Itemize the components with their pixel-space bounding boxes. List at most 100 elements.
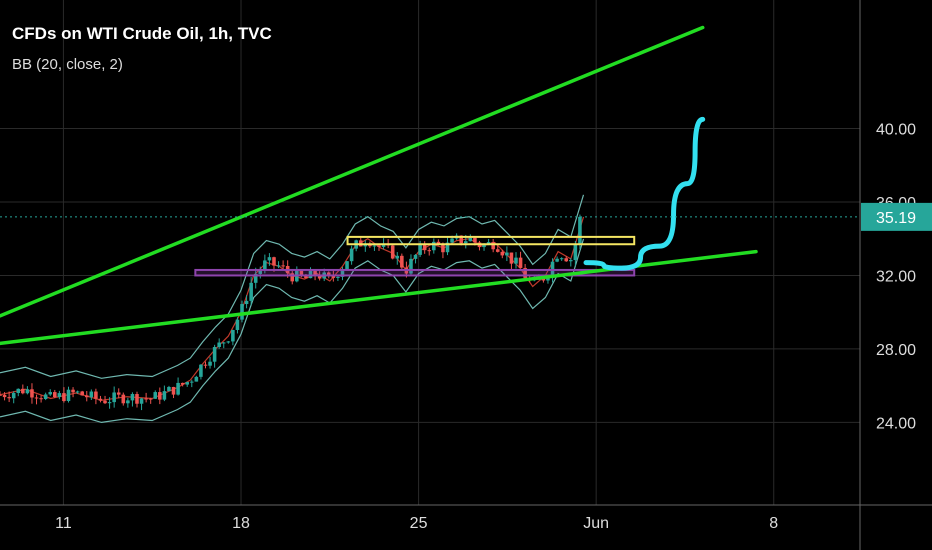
candle: [240, 304, 244, 320]
candle: [450, 238, 454, 243]
candle: [313, 270, 317, 276]
x-tick-label: 25: [410, 515, 428, 532]
candle: [203, 364, 208, 366]
candle: [98, 398, 103, 401]
candle: [336, 276, 340, 278]
projection-curve[interactable]: [583, 116, 706, 271]
candle: [331, 276, 336, 278]
candle: [208, 361, 212, 366]
candle: [518, 257, 523, 268]
candle: [25, 389, 30, 394]
candle: [317, 275, 322, 279]
candle: [500, 251, 505, 256]
candle: [523, 267, 527, 278]
candle: [158, 392, 162, 400]
candle: [267, 257, 272, 261]
lower-trendline[interactable]: [0, 249, 758, 346]
candle: [176, 382, 180, 395]
candle: [413, 254, 418, 259]
candle: [308, 270, 313, 279]
candle: [463, 241, 468, 244]
candle: [16, 388, 21, 393]
candle: [148, 398, 153, 400]
candle: [418, 244, 422, 255]
candle: [377, 245, 381, 247]
candle: [94, 391, 98, 399]
candle: [167, 386, 171, 392]
candle: [89, 391, 94, 398]
chart-title: CFDs on WTI Crude Oil, 1h, TVC: [12, 24, 272, 43]
candle: [116, 392, 121, 395]
candle: [21, 388, 25, 394]
candle: [263, 260, 267, 270]
candle: [276, 265, 281, 267]
support-zone[interactable]: [194, 268, 636, 277]
candle: [190, 381, 194, 383]
candle: [53, 392, 57, 398]
candle: [564, 258, 569, 262]
candle: [281, 265, 285, 267]
candle: [103, 400, 107, 404]
candle: [390, 245, 395, 259]
candle: [400, 255, 404, 268]
candle: [107, 402, 112, 404]
candle: [363, 244, 368, 247]
candle: [30, 389, 34, 398]
bb-lower-band: [0, 238, 585, 424]
candle: [509, 252, 514, 264]
candle: [473, 237, 477, 243]
candle: [491, 242, 495, 250]
candle: [62, 393, 66, 402]
candle: [482, 244, 486, 248]
candle: [139, 398, 144, 404]
candle: [290, 273, 295, 282]
candle: [2, 394, 7, 398]
candle: [249, 282, 253, 301]
indicator-label[interactable]: BB (20, close, 2): [12, 56, 123, 73]
candle: [573, 244, 578, 261]
candle: [258, 269, 263, 274]
candle: [304, 275, 308, 279]
candle: [180, 382, 185, 385]
upper-trendline[interactable]: [0, 25, 705, 318]
candle: [505, 252, 509, 256]
candle: [11, 392, 16, 399]
y-tick-label: 32.00: [876, 268, 916, 285]
candle: [153, 392, 158, 399]
candle: [144, 398, 148, 400]
candle: [345, 261, 349, 270]
resistance-zone[interactable]: [346, 235, 636, 246]
candle: [39, 398, 43, 400]
last-price-label: 35.19: [876, 210, 916, 227]
candle: [555, 258, 559, 262]
candle: [569, 260, 573, 262]
candle: [130, 394, 135, 401]
candle: [432, 241, 436, 251]
candle: [48, 392, 53, 395]
candle: [80, 391, 84, 396]
candle: [272, 257, 276, 266]
candle: [441, 244, 445, 253]
candle: [445, 242, 450, 253]
candle: [422, 244, 427, 251]
candle: [299, 270, 304, 276]
candle: [135, 394, 139, 404]
candle: [326, 272, 331, 277]
candle: [217, 342, 221, 348]
x-tick-label: 18: [232, 515, 250, 532]
x-tick-label: Jun: [583, 515, 609, 532]
candle: [340, 269, 345, 277]
bb-upper-band: [0, 194, 585, 379]
candle: [395, 255, 400, 259]
candle: [221, 342, 226, 344]
y-tick-label: 24.00: [876, 415, 916, 432]
candle: [126, 400, 130, 404]
candle: [75, 391, 80, 393]
candle: [171, 386, 176, 395]
candle: [368, 244, 372, 247]
candle: [349, 248, 354, 262]
candle: [43, 394, 48, 399]
y-tick-label: 28.00: [876, 342, 916, 359]
candle: [578, 216, 582, 245]
